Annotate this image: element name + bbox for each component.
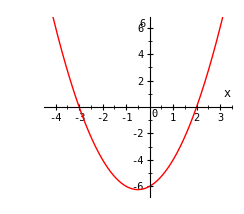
- Text: x: x: [224, 87, 231, 100]
- Text: 6: 6: [140, 19, 146, 29]
- Text: 0: 0: [152, 109, 158, 119]
